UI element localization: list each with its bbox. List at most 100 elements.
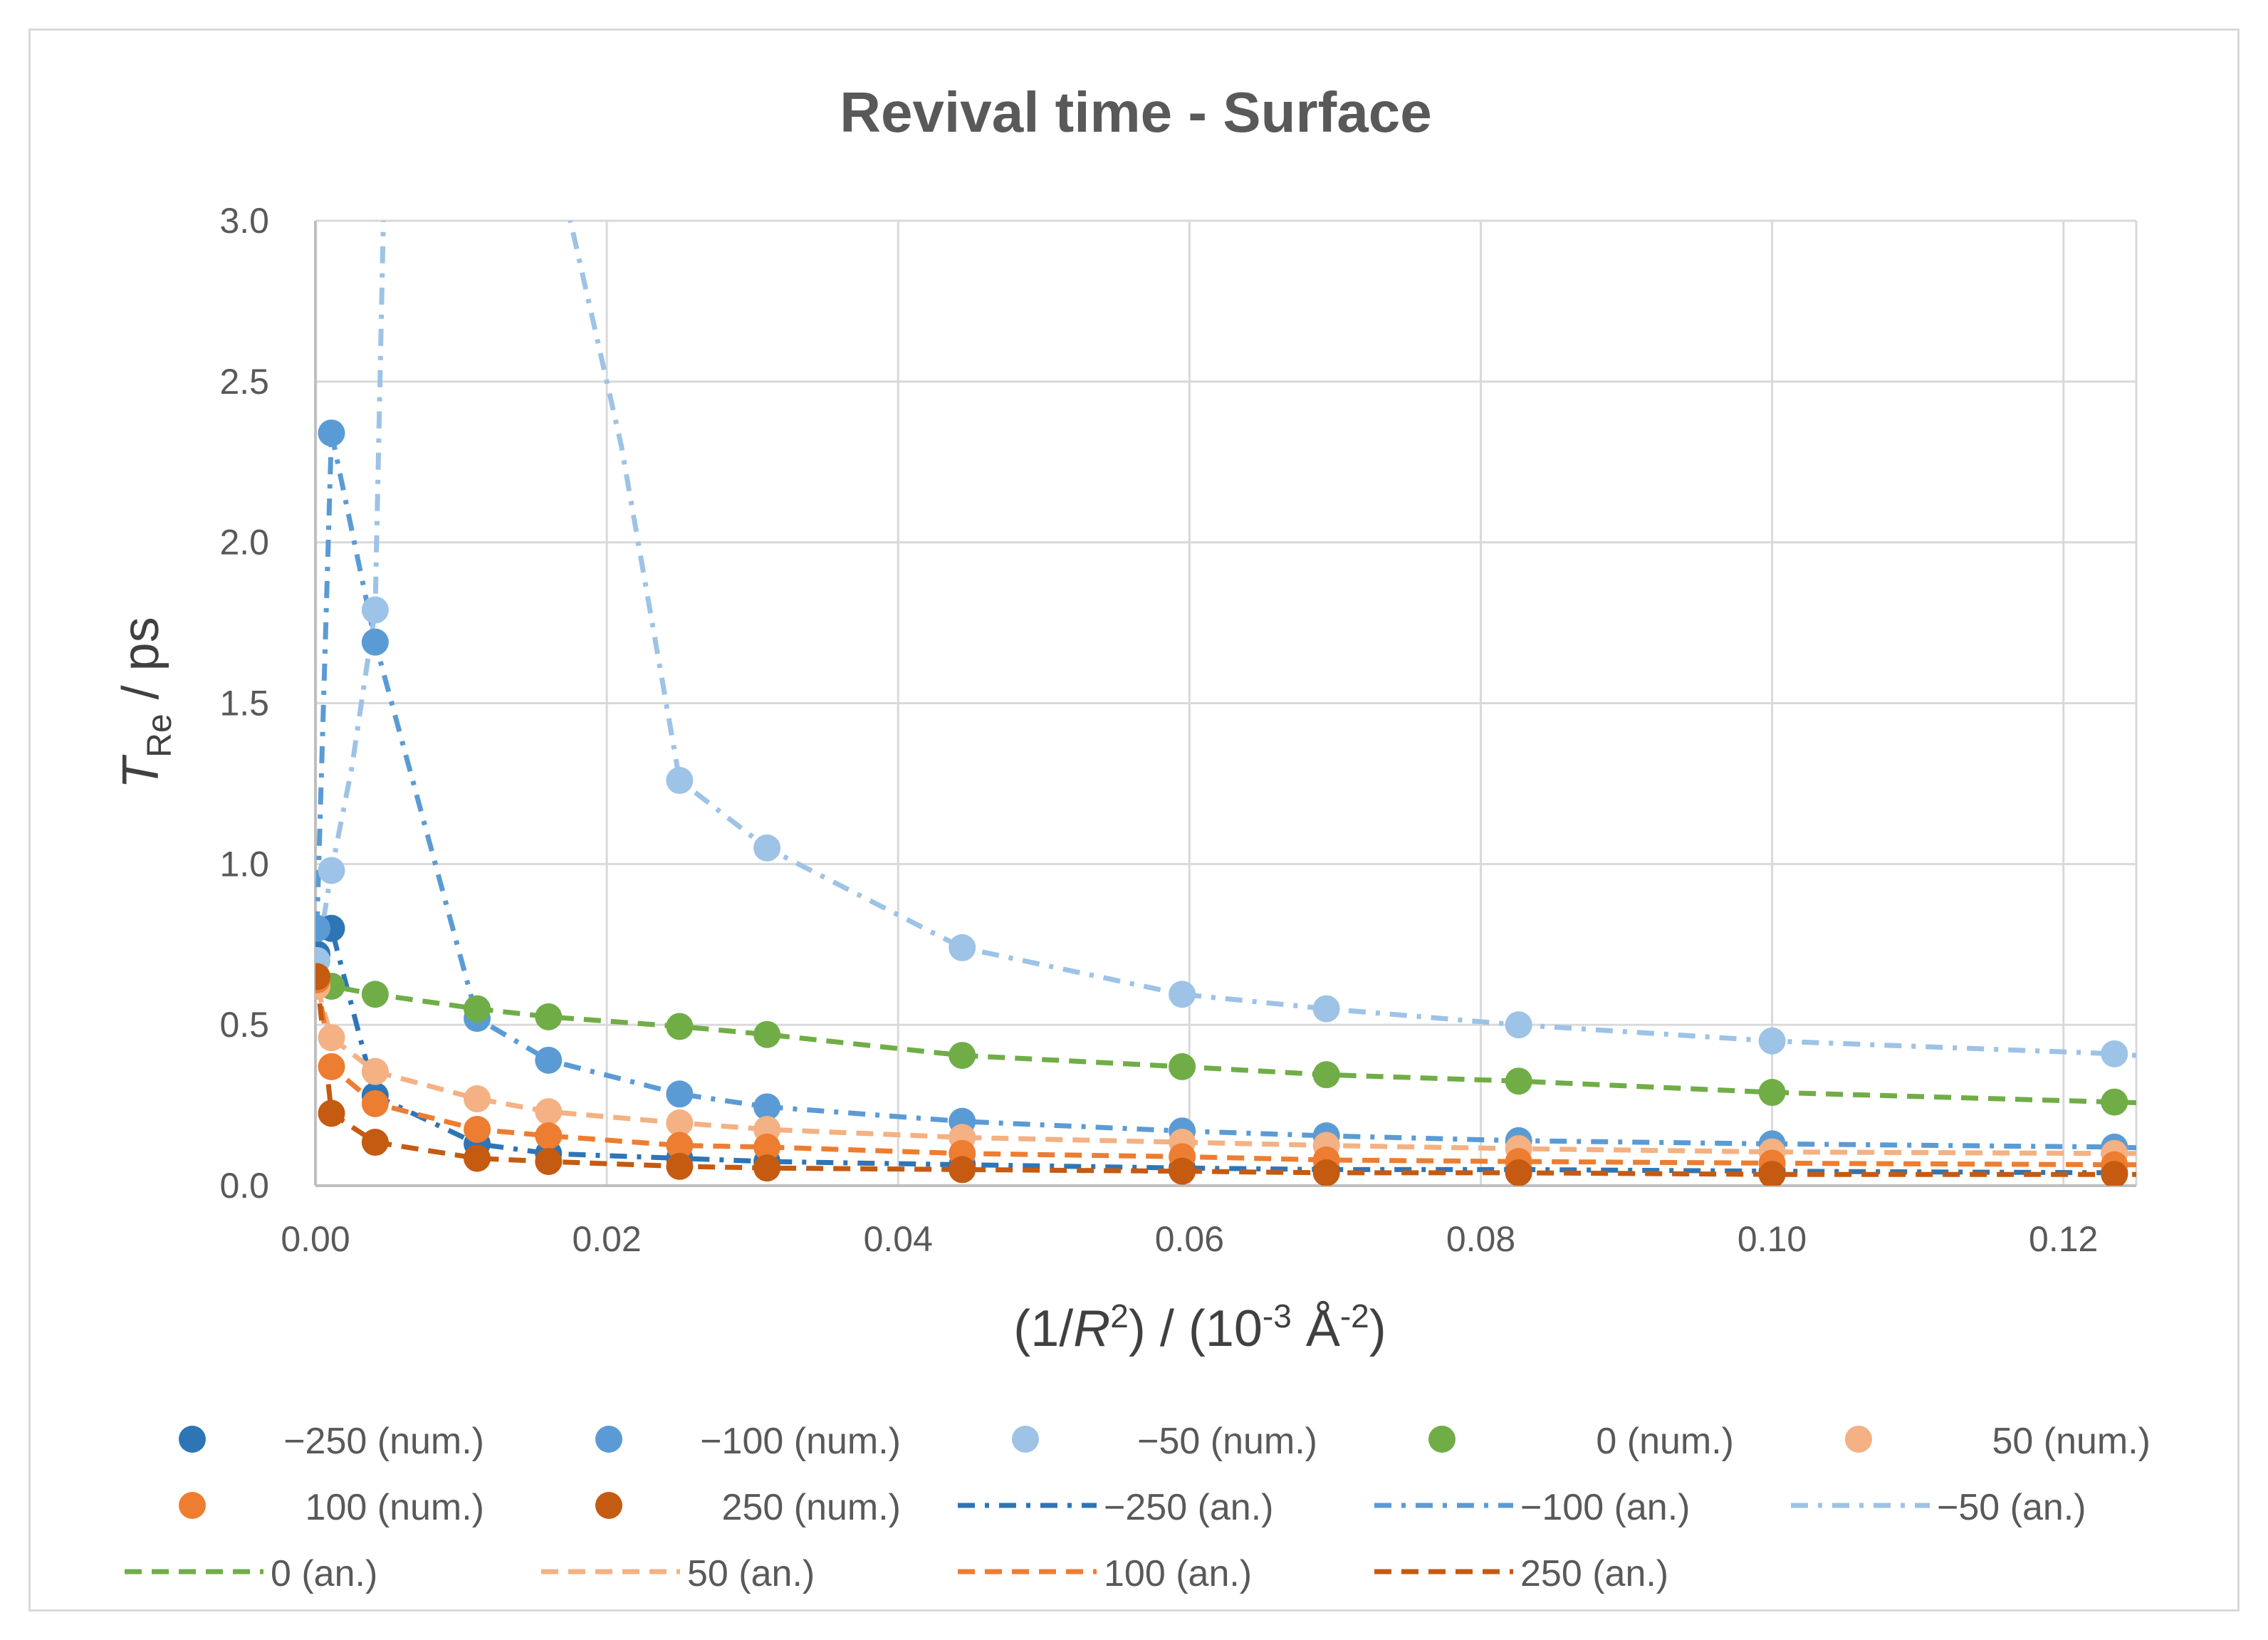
data-point [666,1132,694,1159]
y-axis-label: TRe / ps [113,617,179,788]
legend-marker [595,1492,622,1519]
legend-marker [179,1492,206,1519]
data-point [535,1098,563,1126]
legend-label: −100 (an.) [1520,1487,1690,1528]
analytic-lines [315,221,2136,1177]
data-point [753,1154,781,1182]
data-point [464,1085,491,1113]
data-point [1758,1027,1786,1055]
data-point [1169,1053,1196,1080]
data-point [949,1042,976,1070]
data-point [318,1100,345,1127]
data-point [1758,1161,1786,1186]
data-point [361,1057,389,1085]
grid-lines [315,219,2138,1186]
data-point [361,596,389,624]
x-tick-label: 0.12 [2029,1219,2098,1259]
data-point [2101,1088,2128,1116]
x-axis-label-sup1: 2 [1110,1297,1129,1335]
analytic-line [315,979,2136,1168]
data-point [318,1024,345,1052]
legend: −250 (num.) −100 (num.) −50 (num.) 0 (num.)… [125,1421,2151,1594]
legend-label: −50 (an.) [1937,1487,2086,1528]
legend-label: 50 (num.) [1992,1421,2151,1462]
legend-label: 0 (num.) [1596,1421,1734,1462]
legend-label: 100 (num.) [305,1487,484,1528]
data-point [315,963,331,991]
y-tick-label: 3.0 [219,201,269,241]
x-axis-label-sup3: -2 [1340,1297,1369,1335]
legend-label: 50 (an.) [687,1553,815,1594]
axes [314,221,2136,1187]
data-point [1312,1061,1340,1089]
y-tick-label: 1.0 [219,844,269,884]
data-point [666,1152,694,1180]
data-point [1312,1159,1340,1186]
tick-labels: 0.00 0.02 0.04 0.06 0.08 0.10 0.12 0.0 0.5 1.0 1.5… [219,201,2098,1259]
x-axis-label: (1/R2) / (10-3 Å-2) [1013,1297,1386,1357]
legend-label: −50 (num.) [1137,1421,1317,1462]
data-point [535,1122,563,1149]
x-tick-label: 0.08 [1446,1219,1515,1259]
data-point [1505,1159,1532,1186]
data-point [949,1156,976,1184]
data-point [666,1013,694,1040]
data-point [315,914,331,942]
y-tick-label: 2.5 [219,362,269,402]
legend-label: 100 (an.) [1104,1553,1252,1594]
data-point [318,419,345,447]
data-point [464,995,491,1023]
legend-label: 250 (an.) [1520,1553,1668,1594]
data-point [318,1053,345,1080]
chart-title: Revival time - Surface [840,80,1431,144]
y-tick-label: 0.5 [219,1005,269,1045]
analytic-line [315,221,2136,1058]
data-point [753,1093,781,1121]
x-tick-label: 0.06 [1155,1219,1224,1259]
data-point [2101,1040,2128,1067]
data-point [361,628,389,656]
data-point [666,1109,694,1137]
data-point [949,934,976,961]
analytic-line [315,430,2136,1151]
y-axis-label-rest: / ps [113,617,169,714]
x-axis-label-mid: ) / (10 [1129,1300,1263,1357]
x-tick-label: 0.10 [1737,1219,1807,1259]
data-point [535,1046,563,1074]
data-point [318,857,345,884]
data-point [1169,1157,1196,1185]
legend-label: 0 (an.) [271,1553,377,1594]
legend-label: −100 (num.) [700,1421,901,1462]
data-point [753,1133,781,1161]
data-point [1505,1011,1532,1039]
analytic-line [315,977,2136,1105]
data-point [1312,995,1340,1023]
x-tick-label: 0.04 [864,1219,933,1259]
data-point [464,1144,491,1172]
data-point [753,1020,781,1048]
y-axis-label-sub: Re [141,714,179,757]
legend-marker [1845,1426,1872,1453]
data-point [753,834,781,862]
legend-marker [1012,1426,1039,1453]
y-tick-label: 1.5 [219,684,269,724]
data-point [1758,1079,1786,1107]
x-axis-label-suffix: ) [1369,1300,1386,1357]
y-axis-label-var: T [113,754,169,789]
data-point [666,766,694,794]
analytic-line [315,926,2136,1176]
x-tick-label: 0.02 [572,1219,641,1259]
data-point [666,1080,694,1108]
chart-frame [28,28,2240,1612]
analytic-line [315,986,2136,1156]
data-point [361,981,389,1008]
legend-marker [1428,1426,1456,1453]
y-tick-label: 0.0 [219,1166,269,1206]
data-point [1505,1067,1532,1095]
data-point [361,1090,389,1117]
x-axis-label-unit: Å [1292,1300,1340,1357]
y-tick-label: 2.0 [219,523,269,563]
data-point [361,1129,389,1156]
data-point [2101,1161,2128,1186]
